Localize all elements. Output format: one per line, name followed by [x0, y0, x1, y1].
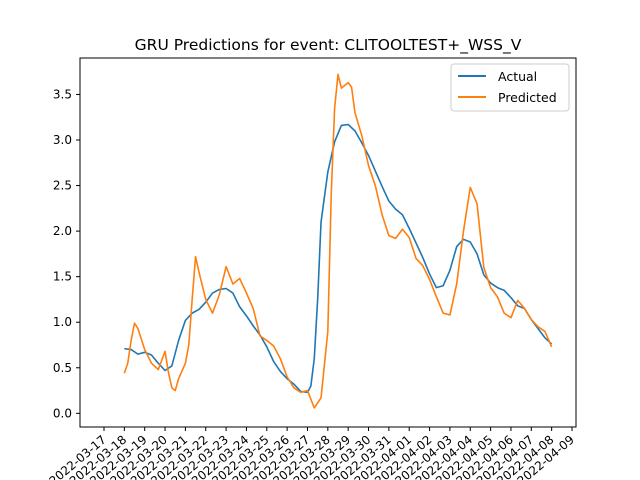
y-tick-label: 3.0 [53, 133, 72, 147]
y-tick-label: 1.5 [53, 270, 72, 284]
y-tick-label: 2.0 [53, 224, 72, 238]
y-tick-label: 0.0 [53, 406, 72, 420]
plot-lines [123, 73, 553, 409]
y-tick-label: 2.5 [53, 179, 72, 193]
y-tick-label: 3.5 [53, 87, 72, 101]
chart-title: GRU Predictions for event: CLITOOLTEST+_… [135, 36, 522, 55]
y-axis: 0.0 0.5 1.0 1.5 2.0 2.5 3.0 3.5 [53, 87, 80, 420]
y-tick-label: 0.5 [53, 361, 72, 375]
legend-predicted-label: Predicted [498, 90, 557, 105]
predicted-series-line [123, 73, 553, 409]
y-tick-label: 1.0 [53, 315, 72, 329]
legend: Actual Predicted [450, 63, 570, 112]
actual-series-line [124, 123, 553, 394]
legend-actual-label: Actual [498, 69, 537, 84]
